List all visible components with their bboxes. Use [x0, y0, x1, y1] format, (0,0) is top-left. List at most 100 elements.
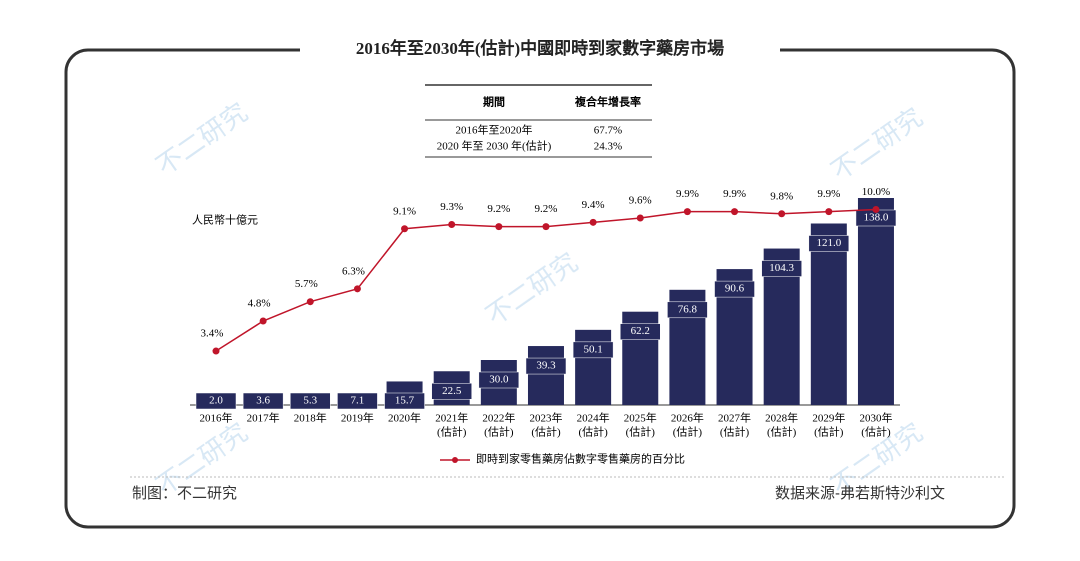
value-label-bg	[384, 392, 425, 410]
value-label: 9.8%	[770, 190, 793, 202]
bar	[857, 198, 894, 405]
table-header: 期間	[483, 95, 505, 109]
line-point	[259, 317, 267, 325]
value-label: 9.9%	[676, 188, 699, 200]
table-cell: 2020 年至 2030 年(估計)	[437, 139, 552, 153]
x-tick-label: 2030年	[859, 411, 892, 425]
x-tick-label: 2029年	[812, 411, 845, 425]
line-point	[731, 208, 739, 216]
x-tick-label: 2019年	[341, 411, 374, 425]
value-label-bg	[290, 392, 331, 410]
x-tick-label: 2023年	[529, 411, 562, 425]
footer-left: 制图：不二研究	[132, 485, 237, 502]
bar	[527, 346, 564, 405]
value-label-bg	[431, 383, 472, 400]
title-bg	[300, 38, 780, 62]
x-tick-label: 2028年	[765, 411, 798, 425]
value-label: 9.9%	[723, 188, 746, 200]
value-label-bg	[242, 392, 284, 410]
value-label: 121.0	[816, 237, 841, 249]
x-tick-label: 2021年	[435, 411, 468, 425]
value-label: 22.5	[442, 385, 462, 397]
x-tick-label: 2027年	[718, 411, 751, 425]
value-label: 9.2%	[535, 203, 558, 215]
value-label: 15.7	[395, 395, 415, 407]
x-tick-note: (估計)	[531, 425, 561, 439]
watermark: 不二研究	[151, 98, 253, 182]
table-cell: 2016年至2020年	[456, 123, 533, 137]
watermark: 不二研究	[826, 103, 928, 187]
value-label: 3.6	[256, 395, 270, 407]
value-label: 76.8	[678, 303, 698, 315]
table-header: 複合年增長率	[574, 95, 641, 109]
bar	[575, 329, 612, 405]
legend-marker	[452, 457, 458, 463]
value-label: 50.1	[583, 343, 602, 355]
x-tick-note: (估計)	[767, 425, 797, 439]
x-tick-label: 2024年	[577, 411, 610, 425]
line-point	[778, 210, 786, 218]
value-label: 6.3%	[342, 265, 365, 277]
footer-right: 数据来源-弗若斯特沙利文	[775, 485, 945, 502]
x-tick-label: 2026年	[671, 411, 704, 425]
value-label: 9.4%	[582, 199, 605, 211]
value-label: 5.7%	[295, 278, 318, 290]
line-point	[872, 205, 880, 213]
x-tick-label: 2018年	[294, 411, 327, 425]
x-tick-note: (估計)	[578, 425, 608, 439]
line-point	[542, 223, 550, 231]
x-tick-note: (估計)	[814, 425, 844, 439]
line-point	[448, 220, 456, 228]
x-tick-note: (估計)	[673, 425, 703, 439]
watermark: 不二研究	[481, 248, 583, 332]
x-tick-note: (估計)	[484, 425, 514, 439]
line-point	[825, 208, 833, 216]
line-point	[212, 347, 220, 355]
value-label: 104.3	[769, 262, 794, 274]
value-label-bg	[572, 341, 614, 359]
value-label: 90.6	[725, 283, 745, 295]
line-point	[589, 218, 597, 226]
x-tick-note: (估計)	[720, 425, 750, 439]
value-label-bg	[337, 392, 378, 410]
x-tick-note: (估計)	[861, 425, 891, 439]
line-point	[306, 298, 314, 306]
value-label-bg	[761, 260, 802, 277]
x-tick-label: 2020年	[388, 411, 421, 425]
value-label: 9.1%	[393, 205, 416, 217]
chart-title: 2016年至2030年(估計)中國即時到家數字藥房市場	[356, 38, 724, 58]
x-tick-label: 2022年	[482, 411, 515, 425]
value-label: 9.9%	[817, 188, 840, 200]
value-label: 30.0	[489, 374, 509, 386]
value-label: 39.3	[536, 360, 556, 372]
table-cell: 24.3%	[594, 141, 622, 153]
legend-label: 即時到家零售藥房佔數字零售藥房的百分比	[476, 452, 685, 466]
table-cell: 67.7%	[594, 125, 622, 137]
y-label: 人民幣十億元	[192, 213, 258, 227]
value-label: 9.2%	[487, 203, 510, 215]
value-label: 10.0%	[862, 186, 890, 198]
value-label-bg	[620, 323, 661, 340]
line-point	[353, 285, 361, 293]
bar	[810, 223, 847, 405]
value-label: 7.1	[351, 395, 365, 407]
line-point	[683, 208, 691, 216]
value-label: 5.3	[303, 395, 317, 407]
line-point	[401, 225, 409, 233]
value-label: 2.0	[209, 395, 223, 407]
value-label: 9.3%	[440, 201, 463, 213]
value-label-bg	[525, 357, 567, 375]
x-tick-note: (估計)	[437, 425, 467, 439]
x-tick-label: 2017年	[247, 411, 280, 425]
value-label: 9.6%	[629, 195, 652, 207]
line-point	[636, 214, 644, 222]
value-label: 4.8%	[248, 298, 271, 310]
line-point	[495, 223, 503, 231]
x-tick-label: 2025年	[624, 411, 657, 425]
value-label: 3.4%	[201, 328, 224, 340]
value-label-bg	[195, 392, 237, 410]
value-label-bg	[667, 301, 708, 319]
value-label-bg	[808, 235, 850, 252]
